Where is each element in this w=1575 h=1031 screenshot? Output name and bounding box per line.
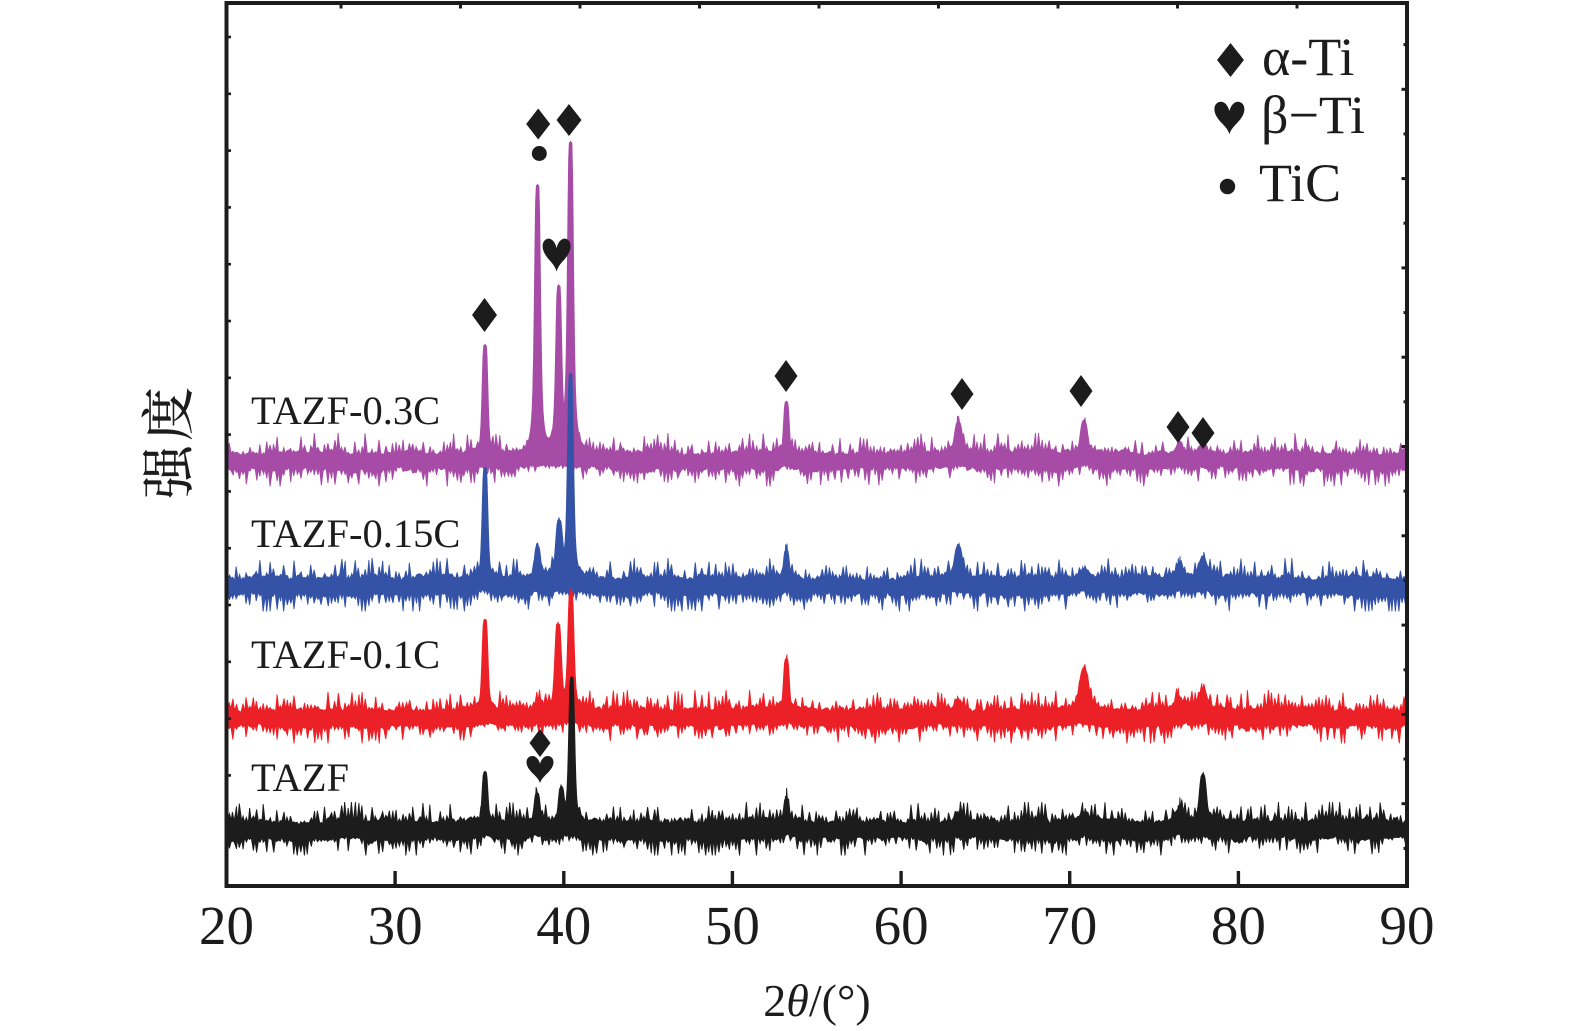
svg-text:80: 80 xyxy=(1211,895,1266,956)
svg-text:40: 40 xyxy=(536,895,591,956)
svg-text:TAZF-0.15C: TAZF-0.15C xyxy=(251,511,460,556)
svg-text:TAZF-0.3C: TAZF-0.3C xyxy=(251,388,440,433)
svg-text:90: 90 xyxy=(1380,895,1435,956)
svg-text:TAZF: TAZF xyxy=(251,755,349,800)
svg-text:α-Ti: α-Ti xyxy=(1262,27,1354,87)
svg-text:TiC: TiC xyxy=(1259,153,1341,213)
svg-text:70: 70 xyxy=(1042,895,1097,956)
svg-text:β−Ti: β−Ti xyxy=(1261,85,1365,145)
svg-text:TAZF-0.1C: TAZF-0.1C xyxy=(251,632,440,677)
svg-text:50: 50 xyxy=(705,895,760,956)
svg-text:2θ/(°): 2θ/(°) xyxy=(763,975,870,1026)
svg-text:20: 20 xyxy=(199,895,254,956)
svg-text:60: 60 xyxy=(874,895,929,956)
svg-text:30: 30 xyxy=(368,895,423,956)
